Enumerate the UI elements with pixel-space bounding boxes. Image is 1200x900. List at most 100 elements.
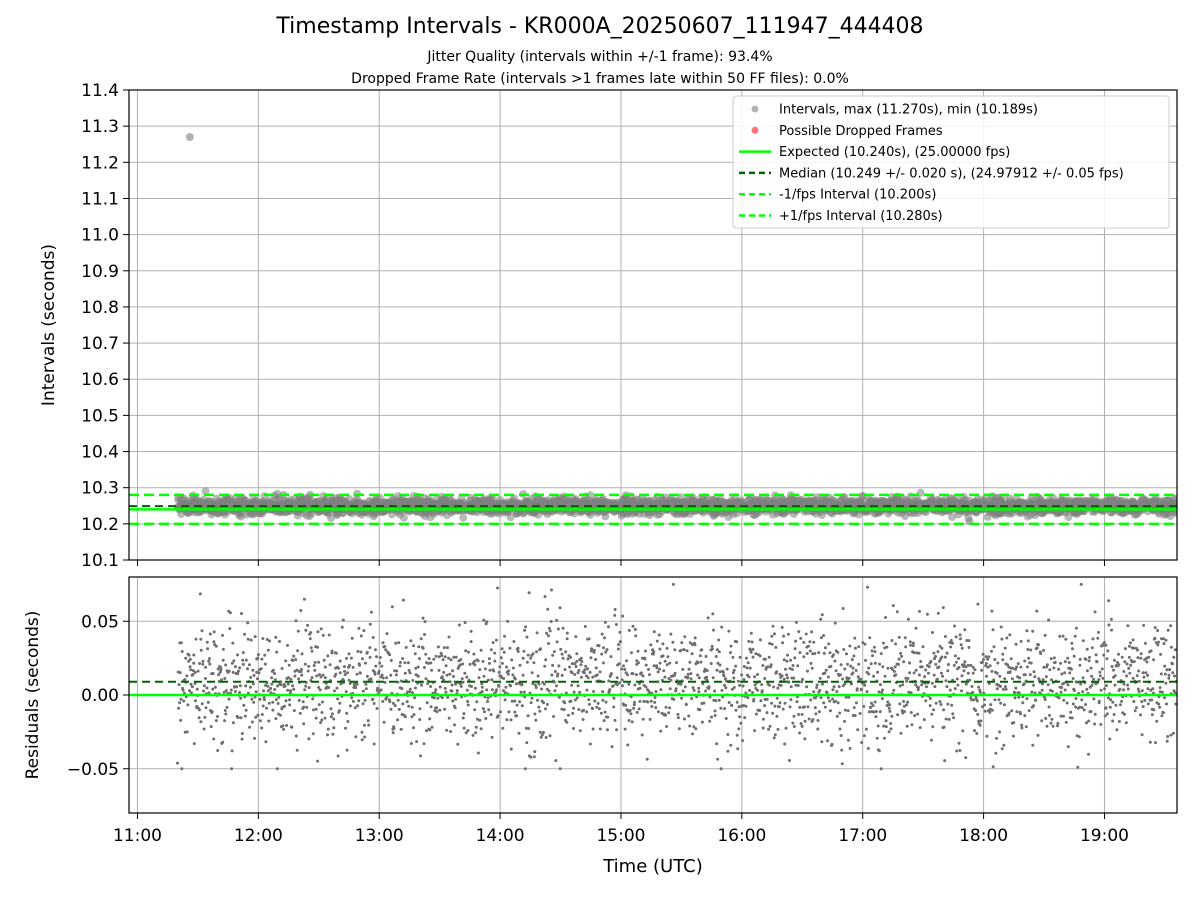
residual-point <box>348 704 352 708</box>
residual-point <box>210 710 214 714</box>
residual-point <box>304 628 308 632</box>
residual-point <box>518 700 522 704</box>
residual-point <box>527 727 531 730</box>
residual-point <box>825 680 829 684</box>
residual-point <box>606 715 610 719</box>
residual-point <box>669 632 673 636</box>
interval-outlier-point <box>185 133 194 141</box>
residual-point <box>696 661 700 665</box>
residual-point <box>449 730 453 733</box>
residual-point <box>597 707 601 711</box>
residual-point <box>691 686 695 690</box>
residual-point <box>770 642 774 646</box>
residual-point <box>410 705 414 709</box>
residual-point <box>299 667 303 671</box>
residual-point <box>278 713 282 717</box>
residual-point <box>831 688 835 692</box>
residual-point <box>621 614 625 618</box>
residual-point <box>247 663 251 667</box>
residual-point <box>791 721 795 725</box>
residual-point <box>959 643 963 647</box>
residual-point <box>698 654 702 658</box>
residual-point <box>589 649 593 653</box>
residual-point <box>782 658 786 662</box>
residual-point <box>893 665 897 669</box>
residual-point <box>188 689 191 693</box>
residual-point <box>361 702 365 706</box>
residual-point <box>738 655 742 659</box>
residual-point <box>529 701 533 705</box>
residual-point <box>1012 690 1016 694</box>
residual-point <box>858 712 862 715</box>
residual-point <box>444 664 448 668</box>
residual-point <box>717 638 721 642</box>
residual-point <box>582 708 586 712</box>
residual-point <box>816 719 820 722</box>
residual-point <box>577 708 581 711</box>
residual-point <box>751 655 755 659</box>
residual-point <box>774 645 778 649</box>
residual-point <box>797 713 801 716</box>
residual-point <box>846 709 850 713</box>
residual-point <box>236 672 240 676</box>
residual-point <box>269 691 273 695</box>
residual-point <box>558 606 562 610</box>
residual-point <box>690 643 694 646</box>
residual-point <box>601 690 605 694</box>
residual-point <box>448 680 452 684</box>
residual-point <box>687 667 691 671</box>
residual-point <box>644 649 647 653</box>
residual-point <box>758 654 762 658</box>
residual-point <box>636 649 640 653</box>
residual-point <box>452 675 455 678</box>
residual-point <box>946 663 950 666</box>
residual-point <box>303 688 307 692</box>
residual-point <box>317 686 321 689</box>
residual-point <box>984 655 988 659</box>
residual-point <box>360 657 364 661</box>
residual-point <box>478 668 482 672</box>
residual-point <box>216 667 220 671</box>
residual-point <box>619 640 623 644</box>
residual-point <box>914 626 918 630</box>
residual-point <box>598 727 602 731</box>
residual-point <box>544 658 548 662</box>
residual-point <box>945 685 949 689</box>
residual-point <box>200 629 204 633</box>
residual-point <box>1009 657 1013 661</box>
residual-point <box>768 642 772 645</box>
residual-point <box>286 643 289 647</box>
residual-point <box>786 653 789 657</box>
residual-point <box>746 661 750 665</box>
residual-point <box>843 682 847 686</box>
residual-point <box>238 684 242 688</box>
residual-point <box>934 655 937 658</box>
residual-point <box>595 705 599 709</box>
residual-point <box>872 710 876 714</box>
residual-point <box>434 654 438 658</box>
residual-point <box>951 712 955 716</box>
residual-point <box>667 711 671 715</box>
residual-point <box>552 650 556 654</box>
residual-point <box>555 618 559 622</box>
residual-point <box>287 663 291 667</box>
residual-point <box>727 629 731 633</box>
residual-point <box>768 724 772 728</box>
residual-point <box>458 682 462 686</box>
residual-point <box>668 661 672 665</box>
residual-point <box>290 725 294 729</box>
residual-point <box>623 668 627 671</box>
residual-point <box>570 671 574 675</box>
residual-point <box>238 666 242 670</box>
residual-point <box>615 683 619 687</box>
residual-point <box>759 699 763 703</box>
residual-point <box>305 705 309 709</box>
residual-point <box>898 702 902 706</box>
residual-point <box>458 663 462 667</box>
residual-point <box>740 673 744 677</box>
residual-point <box>435 706 439 710</box>
residual-point <box>981 705 984 709</box>
residual-point <box>190 685 194 689</box>
residual-point <box>396 718 400 722</box>
residual-point <box>244 708 248 712</box>
